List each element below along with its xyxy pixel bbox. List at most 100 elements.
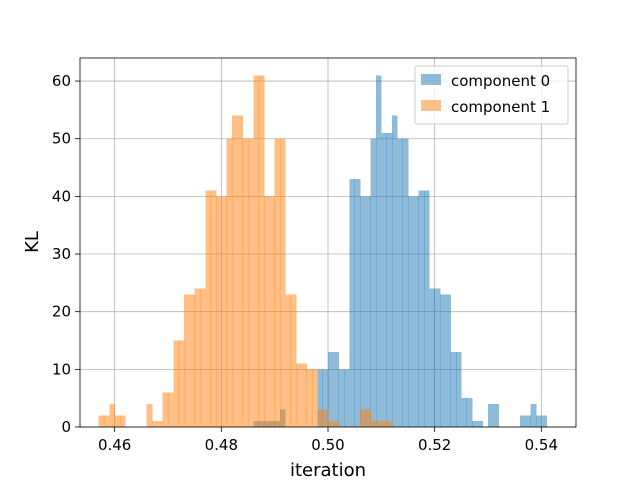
histogram-bar [413,196,419,427]
histogram-bar [248,138,254,427]
x-tick-label: 0.46 [98,436,131,454]
histogram-bar [216,196,222,427]
histogram-bar [189,294,195,427]
histogram-bar [466,398,473,427]
histogram-bar [210,190,217,427]
histogram-bar [376,421,382,427]
histogram-bar [381,132,387,427]
legend-label-component-1: component 1 [451,98,550,116]
histogram-bar [301,363,307,427]
histogram-bar [386,132,393,427]
y-axis-label: KL [22,231,43,253]
histogram-bar [530,403,537,427]
histogram-bar [472,421,478,427]
legend-swatch-component-1 [421,100,441,111]
histogram-bar [200,288,206,427]
histogram-bar [322,409,329,427]
series-component-1 [98,75,393,427]
histogram-bar [194,288,201,427]
histogram-bar [274,138,281,427]
histogram-bar [370,138,377,427]
histogram-bar [264,196,270,427]
x-tick-label: 0.50 [311,436,344,454]
histogram-bar [381,421,387,427]
histogram-bar [237,115,243,427]
histogram-bar [317,409,323,427]
histogram-bar [456,352,462,427]
histogram-bar [354,179,361,427]
histogram-bar [184,294,190,427]
histogram-bar [168,392,174,427]
histogram-bar [221,196,227,427]
histogram-bar [525,415,531,427]
histogram-bar [408,196,414,427]
x-tick-label: 0.52 [418,436,451,454]
histogram-bar [536,415,542,427]
histogram-bar [360,196,366,427]
histogram-bar [146,403,153,427]
y-tick-label: 20 [52,303,71,321]
histogram-bar [173,340,179,427]
histogram-bar [445,294,451,427]
histogram-bar [461,398,467,427]
histogram-bar [317,369,323,427]
histogram-bar [285,294,291,427]
histogram-bar [402,138,409,427]
histogram-bar [258,75,265,427]
histogram-bar [109,403,115,427]
histogram-bar [418,190,425,427]
legend-swatch-component-0 [421,74,441,85]
y-tick-label: 0 [61,418,71,436]
histogram-bar [520,415,526,427]
histogram-bar [328,421,334,427]
histogram-bar [477,421,483,427]
histogram-bar [488,403,494,427]
histogram-bar [541,415,547,427]
histogram-bar [370,421,377,427]
histogram-bar [104,415,110,427]
histogram-bar [386,421,393,427]
x-ticks: 0.46 0.48 0.50 0.52 0.54 [98,427,558,454]
histogram-bar [434,288,441,427]
histogram-bar [338,369,345,427]
histogram-bar [280,138,286,427]
histogram-bar [328,352,334,427]
histogram-bar [349,179,355,427]
y-tick-label: 30 [52,245,71,263]
histogram-bar [322,369,329,427]
x-axis-label: iteration [290,460,366,480]
histogram-bar [392,115,398,427]
histogram-bar [120,415,126,427]
x-tick-label: 0.54 [525,436,558,454]
y-ticks: 0 10 20 30 40 50 60 [52,72,80,436]
histogram-bar [253,75,259,427]
histogram-bar [242,138,249,427]
histogram-bar [429,288,435,427]
histogram-bar [360,409,366,427]
histogram-bar [162,392,169,427]
y-tick-label: 60 [52,72,71,90]
histogram-bar [365,196,371,427]
histogram-bar [269,196,275,427]
histogram-bar [365,409,371,427]
y-tick-label: 10 [52,360,71,378]
legend: component 0 component 1 [414,65,569,125]
x-tick-label: 0.48 [205,436,238,454]
bars-layer [98,75,547,427]
histogram-bar [312,369,318,427]
histogram-bar [397,138,403,427]
histogram-bar [344,369,350,427]
histogram-bar [296,363,302,427]
histogram-bar [440,294,446,427]
histogram-bar [333,421,339,427]
histogram-bar [232,115,238,427]
histogram-bar [205,190,211,427]
histogram-bar [424,190,430,427]
histogram-bar [450,352,457,427]
histogram-bar [376,75,382,427]
histogram-bar [290,294,297,427]
histogram-bar [114,415,121,427]
histogram-bar [493,403,499,427]
histogram-bar [226,138,233,427]
